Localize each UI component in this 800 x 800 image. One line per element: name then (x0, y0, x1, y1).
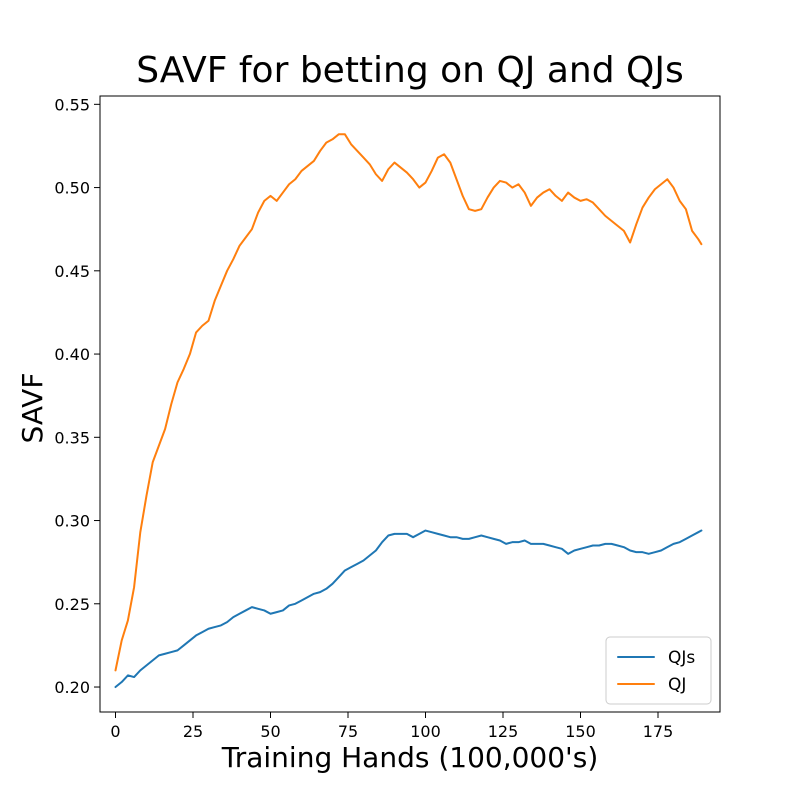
x-tick-label: 0 (110, 722, 120, 741)
y-tick-label: 0.55 (54, 95, 90, 114)
series-layer (114, 133, 703, 689)
y-axis-ticks: 0.20 0.25 0.30 0.35 0.40 0.45 0.50 0.55 (54, 95, 100, 697)
x-tick-label: 100 (410, 722, 441, 741)
y-tick-label: 0.40 (54, 345, 90, 364)
chart-title: SAVF for betting on QJ and QJs (136, 50, 683, 91)
x-tick-label: 150 (565, 722, 596, 741)
y-tick-label: 0.30 (54, 512, 90, 531)
x-axis-label: Training Hands (100,000's) (221, 741, 599, 774)
series-line-qjs (114, 529, 703, 689)
x-tick-label: 125 (488, 722, 519, 741)
y-tick-label: 0.25 (54, 595, 90, 614)
legend-label-qj: QJ (668, 675, 686, 695)
legend: QJs QJ (605, 636, 712, 705)
x-tick-label: 75 (338, 722, 358, 741)
legend-label-qjs: QJs (668, 648, 695, 668)
y-tick-label: 0.35 (54, 428, 90, 447)
x-tick-label: 175 (643, 722, 674, 741)
y-tick-label: 0.50 (54, 179, 90, 198)
y-tick-label: 0.20 (54, 678, 90, 697)
x-tick-label: 50 (260, 722, 280, 741)
series-line-qj (114, 133, 703, 672)
plot-area-frame (99, 95, 721, 713)
y-axis-label: SAVF (16, 373, 49, 444)
y-tick-label: 0.45 (54, 262, 90, 281)
x-tick-label: 25 (183, 722, 203, 741)
x-axis-ticks: 0 25 50 75 100 125 150 175 (110, 712, 673, 741)
legend-box (605, 636, 712, 705)
